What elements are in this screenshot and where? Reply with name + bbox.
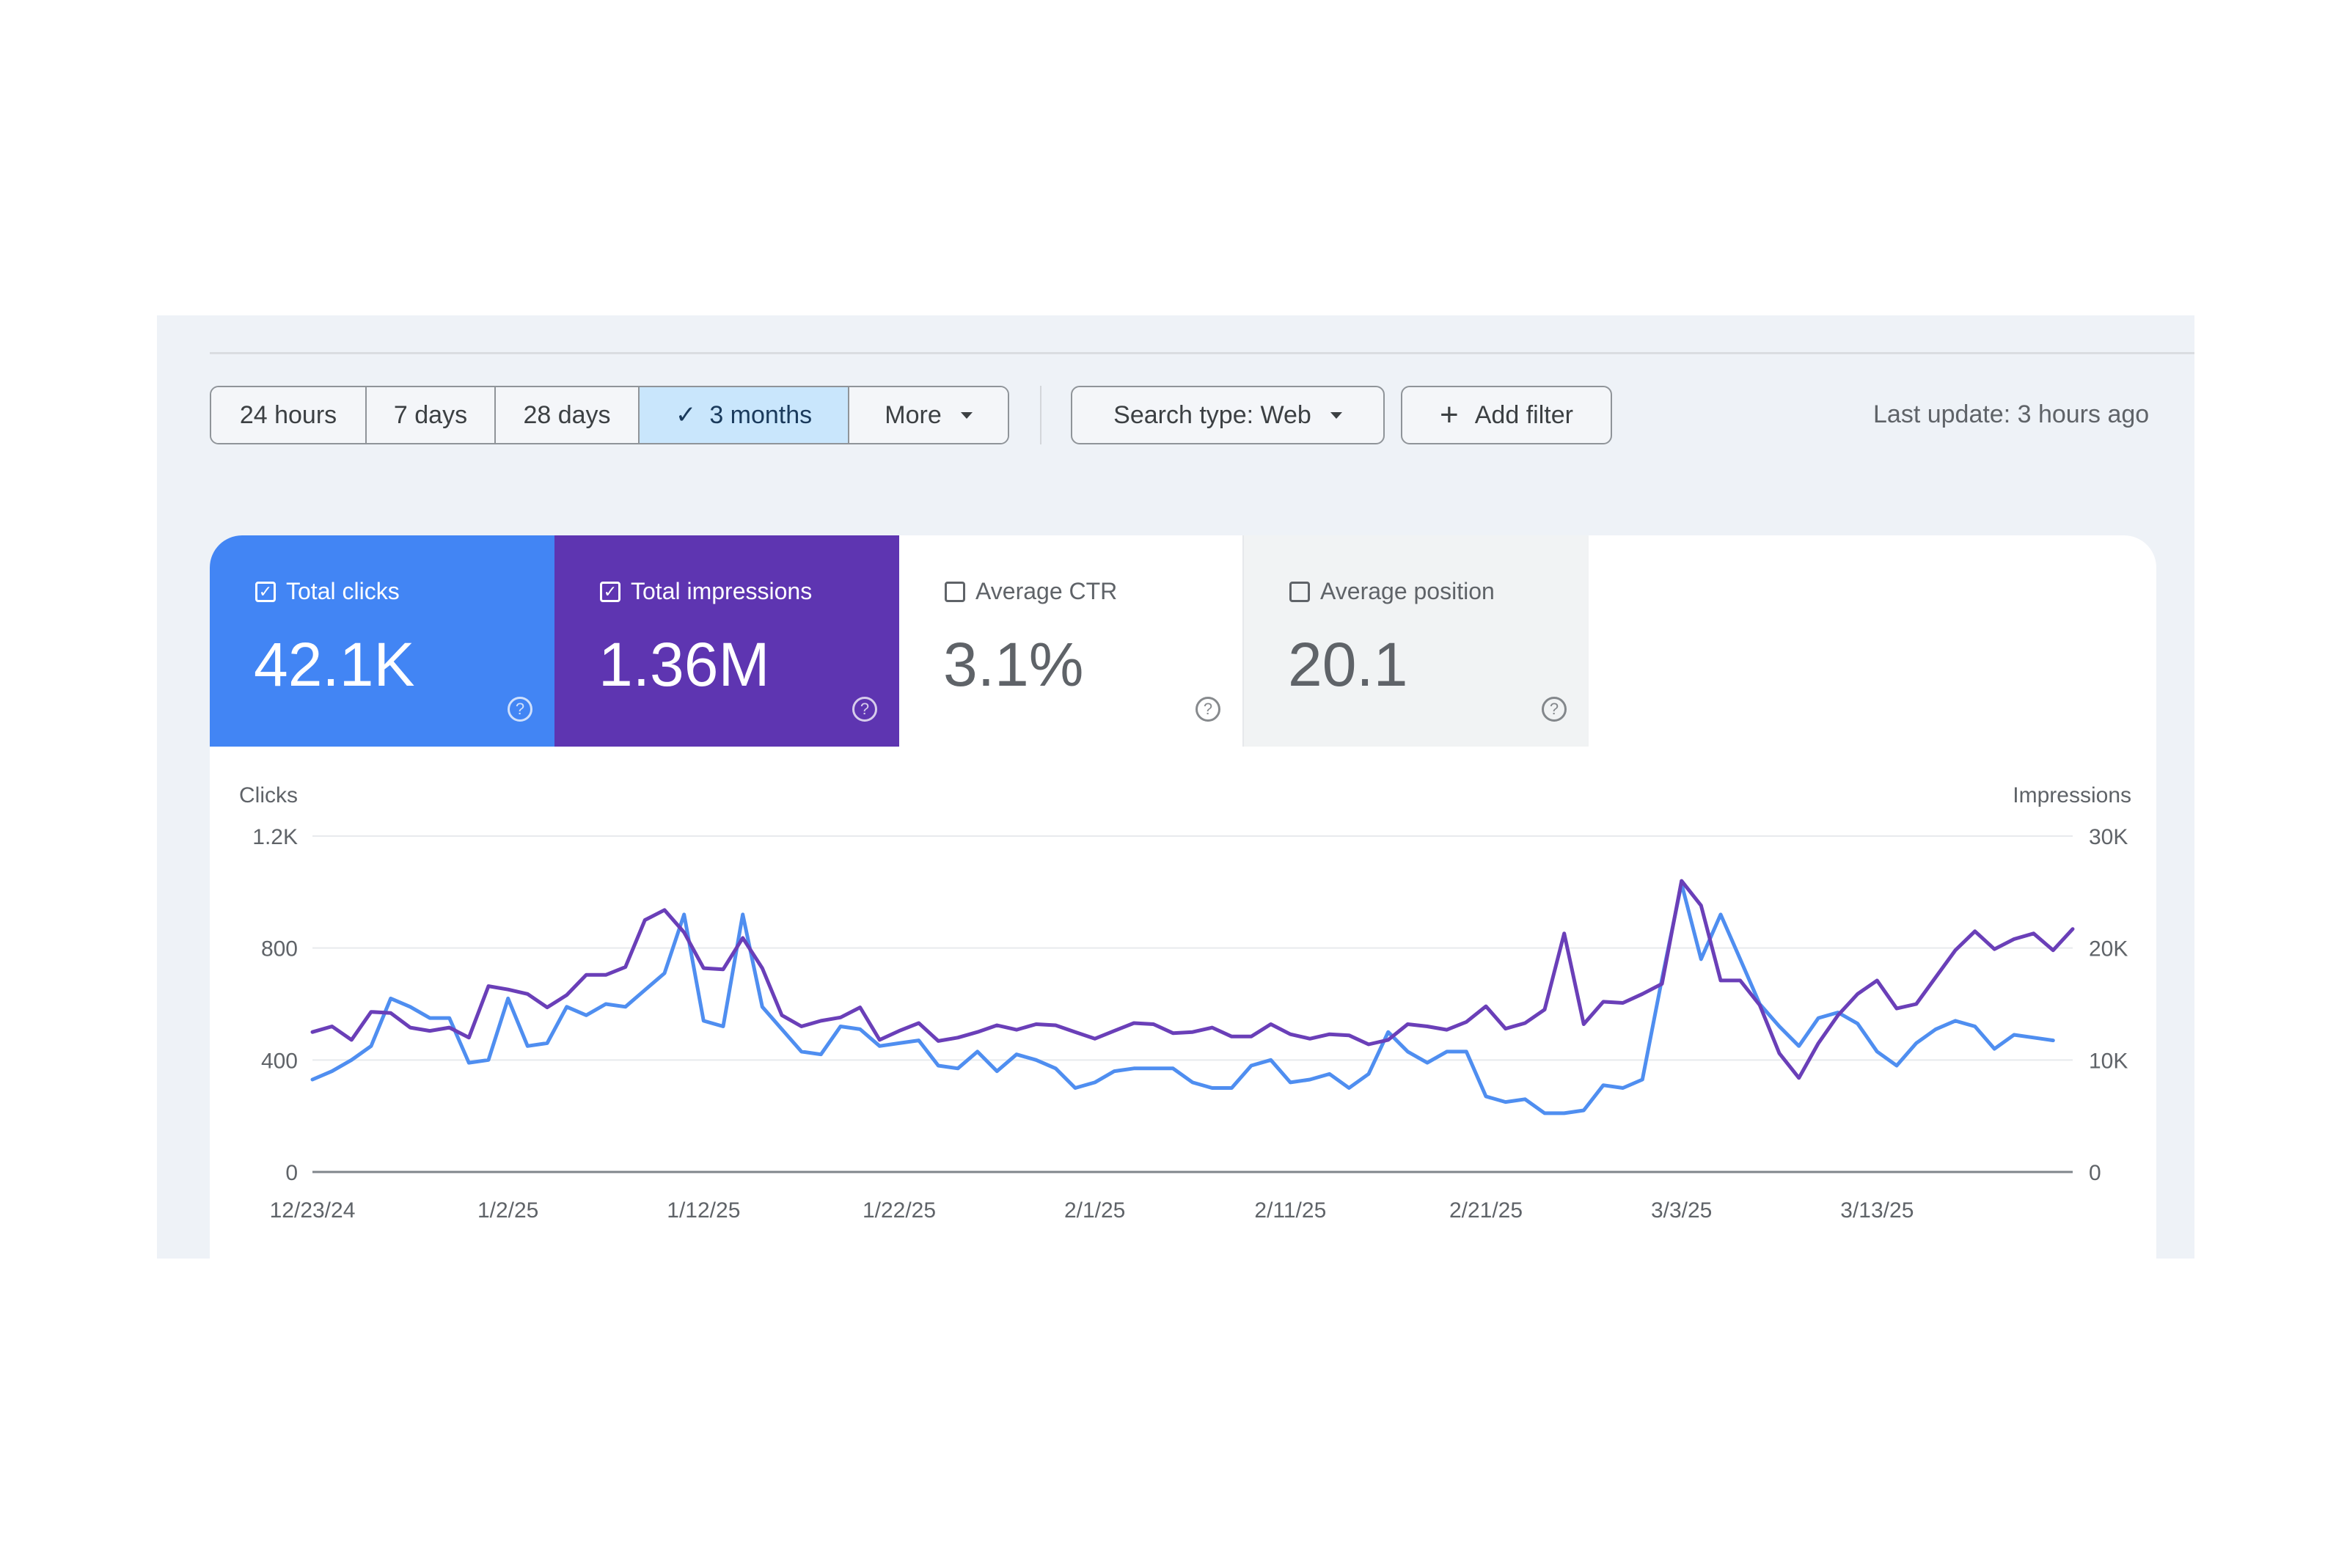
range-3-months-button[interactable]: ✓ 3 months xyxy=(640,387,849,443)
y-right-tick-label: 30K xyxy=(2089,825,2128,849)
x-tick-label: 2/11/25 xyxy=(1254,1198,1326,1223)
performance-panel: 24 hours 7 days 28 days ✓ 3 months More … xyxy=(157,315,2194,1259)
metric-value: 3.1% xyxy=(943,630,1084,699)
metric-total-clicks[interactable]: ✓ Total clicks 42.1K ? xyxy=(210,535,554,747)
checkbox-unchecked-icon[interactable] xyxy=(945,581,965,602)
series-lines xyxy=(310,879,2075,1115)
range-label: 28 days xyxy=(523,400,611,429)
help-icon[interactable]: ? xyxy=(1542,697,1567,722)
y-right-axis-title: Impressions xyxy=(2013,783,2131,807)
clicks-series-line xyxy=(310,882,2055,1115)
performance-chart: Clicks Impressions 0 400 800 1.2K 0 10K 20K 30… xyxy=(239,783,2131,1223)
toolbar-separator xyxy=(1040,386,1041,444)
y-right-tick-label: 0 xyxy=(2089,1161,2101,1185)
metric-header: ✓ Total clicks xyxy=(255,578,400,605)
plus-icon: + xyxy=(1440,397,1459,433)
metric-average-position[interactable]: Average position 20.1 ? xyxy=(1244,535,1589,747)
metric-value: 1.36M xyxy=(598,630,770,699)
add-filter-label: Add filter xyxy=(1474,400,1573,429)
search-type-label: Search type: Web xyxy=(1113,400,1311,429)
metric-header: Average CTR xyxy=(945,578,1117,605)
range-label: 3 months xyxy=(709,400,813,429)
y-right-tick-label: 20K xyxy=(2089,937,2128,961)
range-28-days-button[interactable]: 28 days xyxy=(496,387,640,443)
range-label: 7 days xyxy=(393,400,468,429)
x-tick-label: 1/22/25 xyxy=(863,1198,936,1223)
metric-value: 20.1 xyxy=(1288,630,1408,699)
y-left-tick-labels: 0 400 800 1.2K xyxy=(252,825,298,1185)
metric-total-impressions[interactable]: ✓ Total impressions 1.36M ? xyxy=(554,535,899,747)
performance-card: ✓ Total clicks 42.1K ? ✓ Total impressio… xyxy=(210,535,2156,1259)
impressions-series-line xyxy=(310,879,2075,1080)
range-7-days-button[interactable]: 7 days xyxy=(367,387,496,443)
dropdown-arrow-icon xyxy=(1330,411,1342,419)
help-icon[interactable]: ? xyxy=(508,697,532,722)
range-24-hours-button[interactable]: 24 hours xyxy=(211,387,367,443)
help-icon[interactable]: ? xyxy=(1196,697,1220,722)
gridlines xyxy=(312,835,2073,1173)
x-tick-label: 2/1/25 xyxy=(1064,1198,1125,1223)
metric-label: Average position xyxy=(1320,578,1495,604)
checkmark-icon: ✓ xyxy=(675,401,697,429)
range-more-dropdown[interactable]: More xyxy=(849,387,1008,443)
metric-average-ctr[interactable]: Average CTR 3.1% ? xyxy=(899,535,1244,747)
y-right-tick-labels: 0 10K 20K 30K xyxy=(2089,825,2128,1185)
search-type-dropdown[interactable]: Search type: Web xyxy=(1071,386,1385,444)
y-left-axis-title: Clicks xyxy=(239,783,298,807)
y-left-tick-label: 800 xyxy=(261,937,298,961)
last-update-text: Last update: 3 hours ago xyxy=(1873,400,2150,428)
x-tick-label: 12/23/24 xyxy=(270,1198,356,1223)
y-left-tick-label: 400 xyxy=(261,1049,298,1073)
dropdown-arrow-icon xyxy=(960,411,973,419)
checkbox-checked-icon[interactable]: ✓ xyxy=(255,581,276,602)
help-icon[interactable]: ? xyxy=(852,697,877,722)
y-left-tick-label: 0 xyxy=(285,1161,298,1185)
y-left-tick-label: 1.2K xyxy=(252,825,298,849)
checkbox-checked-icon[interactable]: ✓ xyxy=(600,581,620,602)
add-filter-button[interactable]: + Add filter xyxy=(1401,386,1612,444)
x-tick-label: 1/2/25 xyxy=(477,1198,538,1223)
x-tick-label: 3/3/25 xyxy=(1651,1198,1712,1223)
metric-header: ✓ Total impressions xyxy=(600,578,812,605)
metric-value: 42.1K xyxy=(254,630,415,699)
date-range-selector: 24 hours 7 days 28 days ✓ 3 months More xyxy=(210,386,1009,444)
metric-label: Total clicks xyxy=(286,578,400,604)
divider xyxy=(210,352,2194,354)
metric-header: Average position xyxy=(1289,578,1495,605)
x-tick-labels: 12/23/24 1/2/25 1/12/25 1/22/25 2/1/25 2/11/2… xyxy=(270,1198,1914,1223)
y-right-tick-label: 10K xyxy=(2089,1049,2128,1073)
checkbox-unchecked-icon[interactable] xyxy=(1289,581,1310,602)
x-tick-label: 1/12/25 xyxy=(667,1198,740,1223)
x-tick-label: 2/21/25 xyxy=(1449,1198,1523,1223)
range-label: More xyxy=(885,400,942,429)
x-tick-label: 3/13/25 xyxy=(1840,1198,1914,1223)
metric-label: Average CTR xyxy=(975,578,1118,604)
metric-label: Total impressions xyxy=(631,578,813,604)
range-label: 24 hours xyxy=(239,400,337,429)
